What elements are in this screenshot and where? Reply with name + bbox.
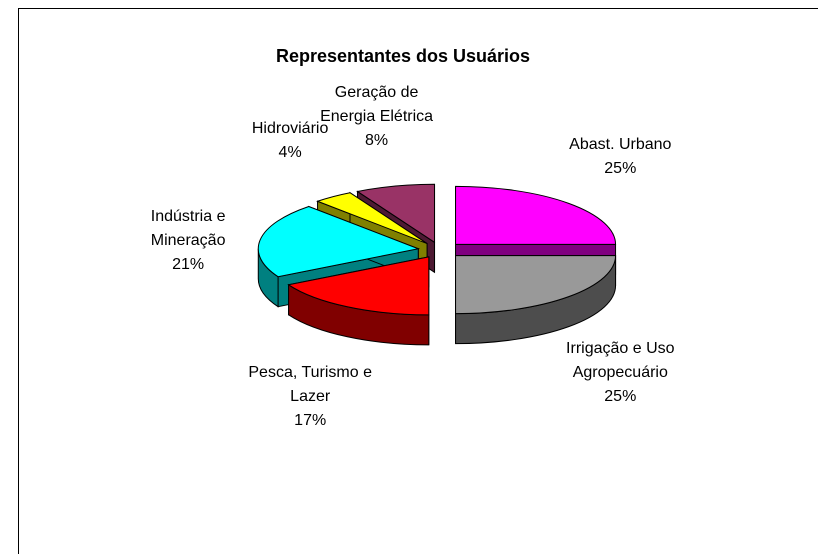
chart-frame [18, 8, 818, 554]
slice-value: 25% [604, 388, 637, 406]
slice-name: Geração de Energia Elétrica [320, 83, 434, 125]
slice-label: Abast. Urbano 25% [550, 133, 690, 181]
slice [257, 205, 421, 278]
slice [356, 183, 436, 244]
slice-name: Abast. Urbano [569, 135, 672, 153]
slice-name: Irrigação e Uso Agropecuário [566, 340, 675, 382]
slice-value: 4% [278, 144, 302, 162]
slice-value: 21% [172, 256, 205, 274]
slice-value: 17% [294, 411, 327, 429]
slice-name: Pesca, Turismo e Lazer [248, 363, 372, 405]
chart-title: Representantes dos Usuários [275, 46, 531, 66]
slice [287, 256, 430, 316]
slice-label: Indústria e Mineração 21% [118, 205, 258, 277]
slice-name: Hidroviário [251, 120, 329, 138]
slice [316, 192, 428, 245]
slice-label: Irrigação e Uso Agropecuário 25% [550, 337, 690, 409]
slice-value: 25% [604, 159, 637, 177]
slice-label: Hidroviário 4% [220, 117, 360, 165]
slice-name: Indústria e Mineração [150, 208, 226, 250]
slice-label: Pesca, Turismo e Lazer 17% [240, 361, 380, 433]
slice-label: Geração de Energia Elétrica 8% [307, 81, 447, 153]
slice-value: 8% [365, 131, 389, 149]
slice [455, 185, 617, 245]
slice [455, 255, 617, 315]
